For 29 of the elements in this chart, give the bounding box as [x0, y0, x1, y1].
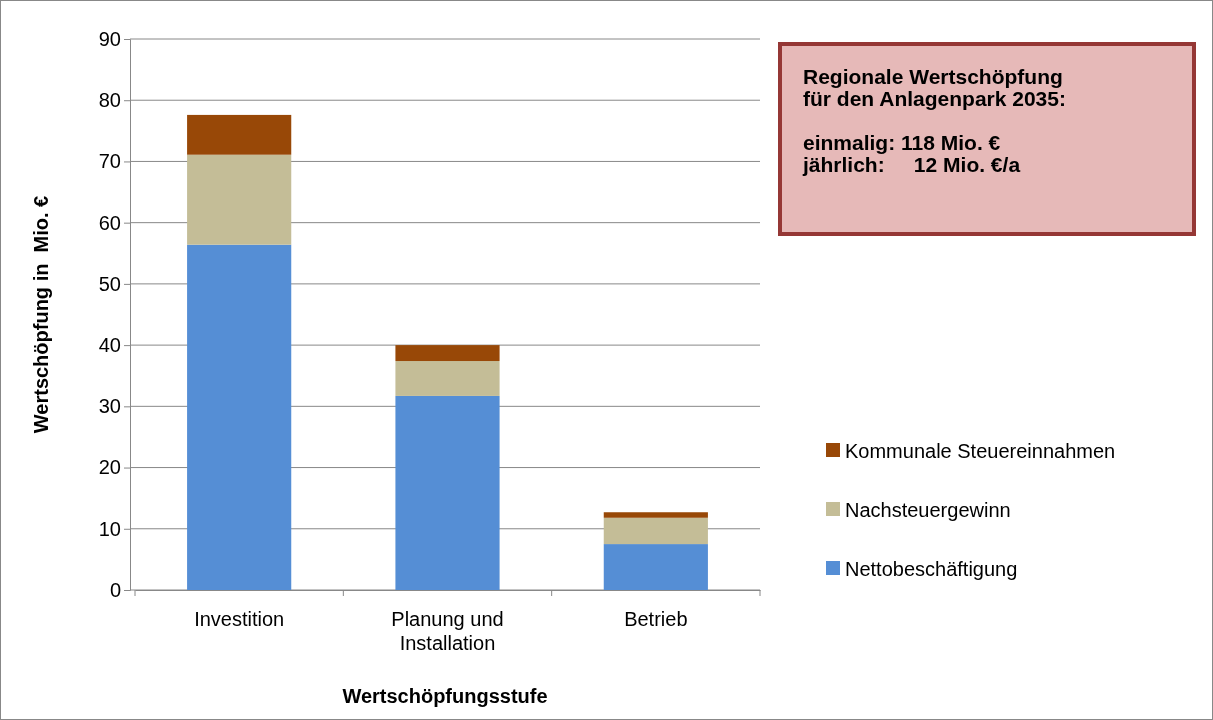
- y-tick-label: 10: [98, 517, 121, 540]
- y-tick-label: 70: [98, 150, 121, 173]
- y-tick-label: 80: [98, 89, 121, 112]
- y-tick-label: 50: [98, 272, 121, 295]
- text: Regionale Wertschöpfung für den Anlagenpark 2035:: [803, 65, 1066, 110]
- legend-label: Kommunale Steuereinnahmen: [845, 440, 1116, 462]
- y-tick-label: 60: [98, 211, 121, 234]
- y-tick-label: 90: [98, 27, 121, 50]
- y-tick-label: 40: [98, 334, 121, 357]
- bar: [395, 395, 500, 590]
- y-tick-label: 30: [98, 395, 121, 418]
- x-tick-label: Investition: [194, 608, 285, 630]
- y-tick-label: 0: [109, 578, 121, 601]
- bar: [187, 244, 292, 590]
- y-tick-label: 20: [98, 456, 121, 479]
- bar: [395, 361, 500, 396]
- bar: [187, 114, 292, 155]
- text: einmalig: 118 Mio. € jährlich: 12 Mio. €/a: [802, 131, 1021, 176]
- bar: [395, 345, 500, 362]
- bar: [603, 517, 708, 545]
- x-tick-label: Planung und Installation: [391, 608, 504, 654]
- x-tick-label: Betrieb: [624, 608, 688, 630]
- x-axis-title: Wertschöpfungsstufe: [342, 685, 548, 707]
- bar: [603, 512, 708, 518]
- legend-label: Nachsteuergewinn: [845, 499, 1011, 521]
- legend-label: Nettobeschäftigung: [845, 558, 1018, 580]
- y-axis-title: Wertschöpfung in Mio. €: [30, 195, 52, 434]
- bar: [187, 154, 292, 245]
- bar: [603, 544, 708, 590]
